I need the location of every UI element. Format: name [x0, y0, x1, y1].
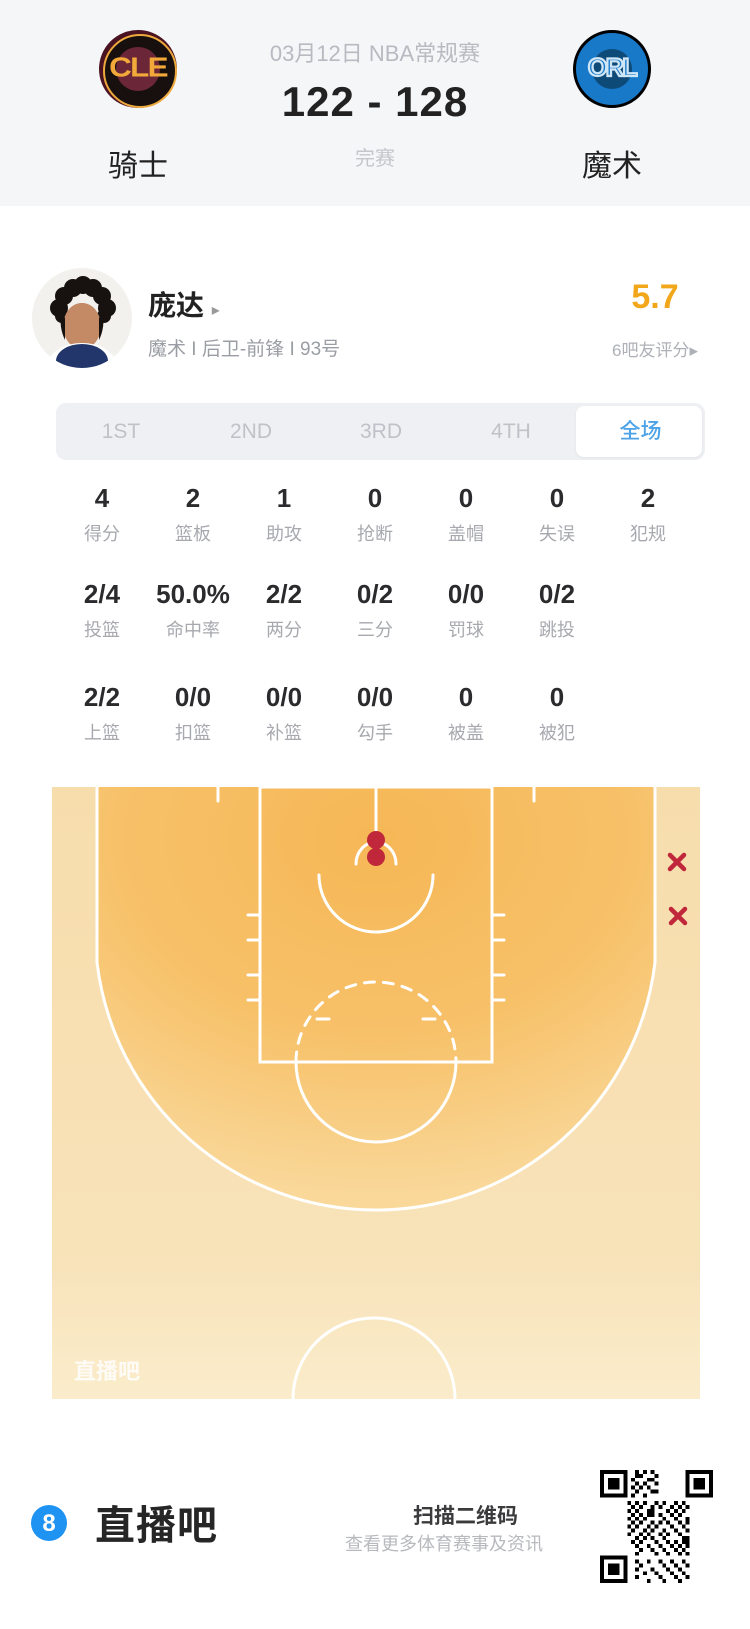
svg-text:直播吧: 直播吧	[74, 1354, 140, 1386]
svg-text:8: 8	[42, 1510, 55, 1537]
